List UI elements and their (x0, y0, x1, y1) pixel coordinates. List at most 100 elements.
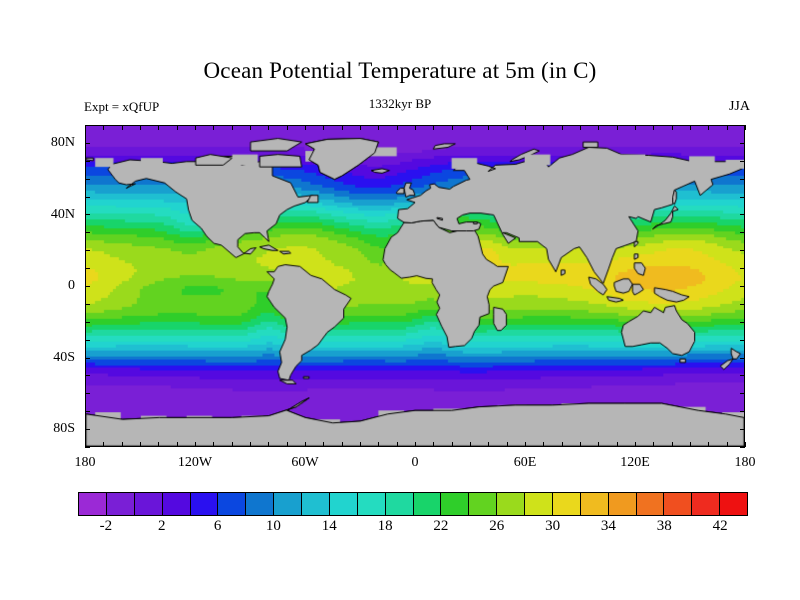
colorbar-cell (274, 493, 302, 515)
colorbar-tick-label: 38 (656, 518, 672, 534)
axis-tick (231, 442, 233, 447)
axis-tick (740, 447, 745, 448)
axis-tick (433, 125, 435, 130)
axis-tick (121, 125, 123, 130)
axis-tick (360, 442, 361, 447)
axis-tick (525, 125, 526, 130)
axis-tick (740, 286, 745, 287)
axis-tick (85, 447, 90, 448)
colorbar-cell (525, 493, 553, 515)
axis-tick (85, 160, 90, 162)
axis-tick (85, 232, 90, 234)
x-axis-tick-label: 180 (734, 455, 756, 470)
axis-tick (195, 442, 196, 447)
axis-tick (598, 442, 600, 447)
colorbar-cell (552, 493, 581, 515)
axis-tick (740, 196, 745, 198)
axis-tick (396, 442, 398, 447)
axis-tick (616, 442, 618, 447)
axis-tick (745, 125, 746, 130)
axis-tick (85, 429, 90, 431)
axis-tick (85, 357, 90, 359)
axis-tick (543, 125, 545, 130)
axis-tick (85, 268, 90, 270)
colorbar-cell (469, 493, 498, 515)
axis-tick (740, 250, 745, 252)
colorbar-cell (664, 493, 693, 515)
colorbar-tick-label: 34 (600, 518, 616, 534)
axis-tick (433, 442, 435, 447)
x-axis-tick-label: 0 (411, 455, 419, 470)
axis-tick (580, 442, 581, 447)
axis-tick (740, 411, 745, 413)
axis-tick (740, 268, 745, 270)
y-axis-tick-label: 80N (50, 135, 75, 150)
colorbar-cell (106, 493, 135, 515)
axis-tick (488, 442, 490, 447)
axis-tick (158, 442, 160, 447)
axis-tick (543, 442, 545, 447)
axis-tick (305, 442, 306, 447)
axis-tick (396, 125, 398, 130)
axis-tick (451, 125, 453, 130)
axis-tick (561, 125, 563, 130)
colorbar-cell (329, 493, 358, 515)
axis-tick (305, 125, 306, 130)
axis-tick (635, 125, 636, 130)
axis-tick (268, 125, 270, 130)
axis-tick (378, 125, 380, 130)
colorbar-cell (134, 493, 163, 515)
axis-tick (121, 442, 123, 447)
y-axis-tick-label: 40S (53, 350, 75, 365)
axis-tick (323, 442, 325, 447)
axis-tick (378, 442, 380, 447)
axis-tick (740, 214, 745, 216)
colorbar-tick-label: 14 (321, 518, 337, 534)
axis-tick (85, 142, 90, 144)
y-axis-tick-label: 40N (50, 207, 75, 222)
axis-tick (740, 303, 745, 305)
colorbar-tick-label: -2 (99, 518, 113, 534)
axis-tick (286, 442, 288, 447)
axis-tick (488, 125, 490, 130)
colorbar-cell (441, 493, 470, 515)
axis-tick (740, 375, 745, 377)
axis-tick (85, 250, 90, 252)
axis-tick (341, 442, 343, 447)
axis-tick (140, 442, 141, 447)
axis-tick (740, 429, 745, 431)
axis-tick (740, 393, 745, 395)
axis-tick (653, 442, 655, 447)
axis-tick (415, 125, 416, 130)
colorbar (78, 492, 748, 516)
axis-tick (85, 375, 90, 377)
axis-tick (653, 125, 655, 130)
colorbar-cell (720, 493, 747, 515)
colorbar-cell (413, 493, 442, 515)
axis-tick (213, 125, 215, 130)
axis-tick (85, 442, 86, 447)
axis-tick (360, 125, 361, 130)
axis-tick (85, 393, 90, 395)
axis-tick (561, 442, 563, 447)
axis-tick (103, 125, 105, 130)
axis-tick (740, 339, 745, 341)
chart-subtitle: 1332kyr BP (368, 96, 432, 111)
colorbar-cell (608, 493, 637, 515)
colorbar-tick-label: 30 (545, 518, 561, 534)
x-axis-tick-label: 60W (291, 455, 319, 470)
axis-tick (85, 125, 86, 130)
axis-tick (525, 442, 526, 447)
axis-tick (671, 125, 673, 130)
x-axis-tick-label: 60E (513, 455, 537, 470)
axis-tick (506, 442, 508, 447)
colorbar-tick-label: 26 (489, 518, 505, 534)
ocean-temperature-heatmap (86, 126, 744, 446)
colorbar-tick-label: 42 (712, 518, 728, 534)
colorbar-cell (580, 493, 609, 515)
axis-tick (85, 125, 90, 126)
axis-tick (85, 321, 90, 323)
x-axis-tick-label: 180 (74, 455, 96, 470)
axis-tick (195, 125, 196, 130)
